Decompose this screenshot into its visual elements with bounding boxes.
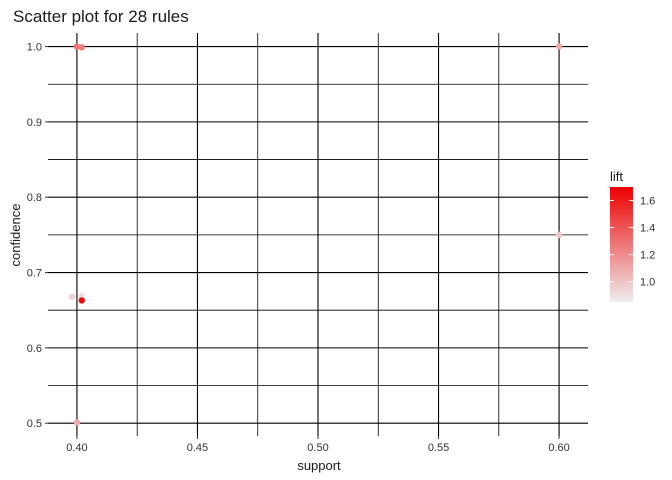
x-tick-label: 0.40 — [66, 442, 87, 454]
legend-title: lift — [610, 169, 623, 184]
legend-tick-label: 1.4 — [640, 223, 655, 235]
legend-tick-label: 1.6 — [640, 196, 655, 208]
legend-tick-label: 1.2 — [640, 250, 655, 262]
y-tick-label: 0.8 — [27, 192, 42, 204]
points — [68, 43, 563, 426]
y-tick-label: 0.9 — [27, 117, 42, 129]
legend-tick-label: 1.0 — [640, 277, 655, 289]
rule-point[interactable] — [68, 293, 76, 300]
y-tick-label: 0.6 — [27, 343, 42, 355]
rule-point[interactable] — [73, 419, 81, 426]
rule-point[interactable] — [78, 292, 85, 300]
y-tick-label: 0.5 — [27, 418, 42, 430]
rule-point[interactable] — [78, 297, 85, 304]
chart-title: Scatter plot for 28 rules — [13, 7, 189, 26]
y-axis-ticks: 0.5 0.6 0.7 0.8 0.9 1.0 — [27, 42, 48, 430]
rule-point[interactable] — [78, 44, 85, 51]
rule-point[interactable] — [555, 43, 563, 50]
x-axis-ticks: 0.40 0.45 0.50 0.55 0.60 — [66, 436, 570, 454]
rule-point[interactable] — [555, 231, 563, 239]
rule-point[interactable] — [73, 43, 81, 50]
color-legend: lift 1.0 1.2 1.4 1.6 — [610, 169, 655, 302]
legend-colorbar — [610, 187, 633, 302]
y-tick-label: 0.7 — [27, 268, 42, 280]
x-tick-label: 0.55 — [428, 442, 449, 454]
y-tick-label: 1.0 — [27, 42, 42, 54]
legend-ticks: 1.0 1.2 1.4 1.6 — [610, 196, 655, 289]
y-axis-title: confidence — [8, 204, 23, 267]
x-tick-label: 0.45 — [187, 442, 208, 454]
x-axis-title: support — [297, 458, 341, 473]
x-tick-label: 0.50 — [307, 442, 328, 454]
x-tick-label: 0.60 — [548, 442, 569, 454]
grid — [48, 33, 588, 436]
